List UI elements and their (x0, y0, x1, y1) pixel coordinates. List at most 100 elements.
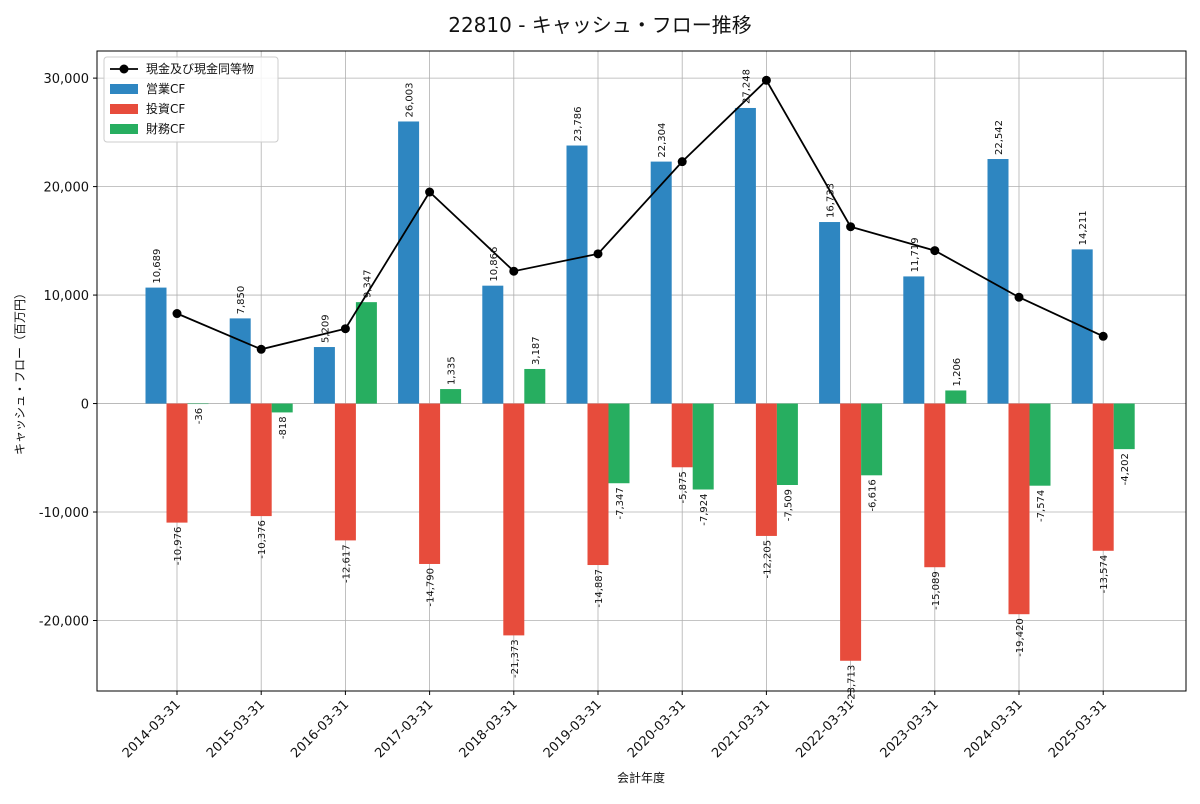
cash-point-2014-03-31 (172, 309, 182, 319)
bar-2-2024-03-31 (1008, 403, 1030, 615)
bar-3-2025-03-31 (1113, 403, 1135, 450)
data-label: -12,205 (762, 540, 773, 579)
legend-label: 財務CF (146, 121, 185, 136)
legend-swatch-bar (110, 104, 138, 114)
data-label: -6,616 (868, 479, 879, 511)
data-label: -7,347 (615, 487, 626, 519)
data-label: -21,373 (510, 639, 521, 678)
cash-point-2023-03-31 (930, 246, 940, 256)
cash-point-2018-03-31 (509, 266, 519, 276)
data-label: 5,209 (320, 314, 331, 343)
legend-swatch-marker (119, 64, 129, 74)
y-tick-label: 0 (81, 398, 89, 413)
data-label: 7,850 (236, 286, 247, 315)
bar-3-2017-03-31 (440, 389, 462, 404)
bar-3-2019-03-31 (608, 403, 630, 484)
data-label: 9,347 (362, 270, 373, 299)
bar-1-2018-03-31 (482, 285, 504, 404)
y-tick-label: 30,000 (44, 72, 90, 87)
cash-point-2025-03-31 (1098, 331, 1108, 341)
bar-2-2025-03-31 (1092, 403, 1114, 551)
bar-2-2019-03-31 (587, 403, 609, 566)
legend-swatch-bar (110, 84, 138, 94)
y-tick-label: -10,000 (39, 506, 89, 521)
bar-3-2014-03-31 (187, 403, 209, 405)
bar-1-2024-03-31 (987, 159, 1009, 404)
cash-point-2024-03-31 (1014, 292, 1024, 302)
data-label: -14,887 (594, 569, 605, 608)
bar-3-2023-03-31 (945, 390, 967, 404)
legend-box (103, 56, 279, 143)
bar-3-2015-03-31 (271, 403, 293, 413)
data-label: -10,376 (257, 520, 268, 559)
chart-title: 22810 - キャッシュ・フロー推移 (448, 13, 752, 37)
bar-2-2022-03-31 (840, 403, 862, 661)
data-label: -5,875 (678, 471, 689, 503)
legend-label: 投資CF (146, 101, 185, 116)
data-label: -7,924 (699, 493, 710, 525)
data-label: 1,335 (447, 356, 458, 385)
bar-2-2017-03-31 (419, 403, 441, 564)
data-label: 22,542 (994, 120, 1005, 155)
bar-2-2023-03-31 (924, 403, 946, 568)
data-label: -818 (278, 416, 289, 439)
data-label: -13,574 (1099, 555, 1110, 594)
y-tick-label: 20,000 (44, 181, 90, 196)
bar-layer (145, 107, 1135, 661)
data-label: 1,206 (952, 358, 963, 387)
data-label: 16,733 (826, 183, 837, 218)
legend-label: 現金及び現金同等物 (146, 61, 254, 76)
bar-1-2015-03-31 (229, 318, 251, 404)
data-label: 14,211 (1078, 210, 1089, 245)
data-label: 10,689 (152, 249, 163, 284)
cash-line (176, 78, 1104, 351)
label-layer: 10,689 7,850 5,209 26,003 10,866 23,786 22,304… (152, 69, 1131, 703)
bar-1-2019-03-31 (566, 145, 588, 404)
data-label: -36 (194, 408, 205, 424)
bar-2-2018-03-31 (503, 403, 525, 636)
data-label: 10,866 (489, 247, 500, 282)
bar-3-2022-03-31 (861, 403, 883, 476)
data-label: -15,089 (931, 571, 942, 610)
bar-3-2016-03-31 (355, 302, 377, 404)
data-label: 11,719 (910, 237, 921, 272)
data-label: 22,304 (657, 123, 668, 158)
y-tick-label: 10,000 (44, 289, 90, 304)
cash-point-2019-03-31 (593, 249, 603, 259)
y-axis-label: キャッシュ・フロー（百万円） (13, 287, 27, 455)
bar-3-2018-03-31 (524, 368, 546, 404)
data-label: 27,248 (741, 69, 752, 104)
bar-1-2023-03-31 (903, 276, 925, 404)
data-label: 23,786 (573, 107, 584, 142)
data-label: -7,574 (1036, 490, 1047, 522)
data-label: -10,976 (173, 527, 184, 566)
bar-1-2022-03-31 (819, 222, 841, 404)
bar-1-2020-03-31 (650, 161, 672, 404)
cash-point-2016-03-31 (340, 324, 350, 334)
bar-2-2021-03-31 (755, 403, 777, 536)
cash-point-2022-03-31 (846, 222, 856, 232)
data-label: -7,509 (783, 489, 794, 521)
cash-point-2017-03-31 (425, 187, 435, 197)
y-tick-label: -20,000 (39, 614, 89, 629)
bar-3-2020-03-31 (692, 403, 714, 490)
data-label: -19,420 (1015, 618, 1026, 657)
line-layer (172, 75, 1108, 354)
data-label: -4,202 (1120, 453, 1131, 485)
data-label: -23,713 (847, 665, 858, 704)
legend-label: 営業CF (146, 82, 185, 96)
cash-point-2015-03-31 (256, 344, 266, 354)
cash-point-2020-03-31 (677, 157, 687, 167)
bar-2-2016-03-31 (334, 403, 356, 541)
x-axis-label: 会計年度 (617, 770, 665, 785)
bar-3-2021-03-31 (776, 403, 798, 485)
data-label: 3,187 (531, 336, 542, 365)
legend-swatch-bar (110, 124, 138, 134)
bar-2-2014-03-31 (166, 403, 188, 523)
bar-1-2016-03-31 (313, 347, 335, 404)
data-label: 26,003 (405, 82, 416, 117)
bar-3-2024-03-31 (1029, 403, 1051, 486)
